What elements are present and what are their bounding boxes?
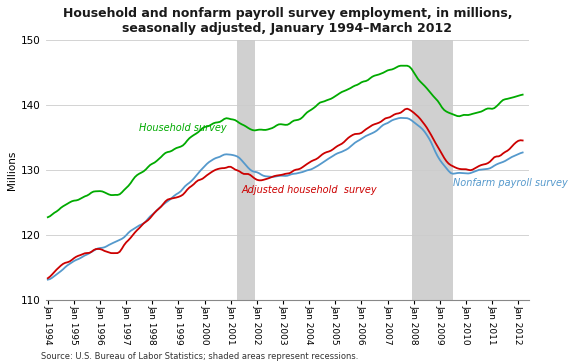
- Title: Household and nonfarm payroll survey employment, in millions,
seasonally adjuste: Household and nonfarm payroll survey emp…: [63, 7, 512, 35]
- Y-axis label: Millions: Millions: [7, 150, 17, 190]
- Text: Adjusted household  survey: Adjusted household survey: [241, 185, 377, 195]
- Bar: [237, 40, 255, 300]
- Bar: [412, 40, 453, 300]
- Text: Source: U.S. Bureau of Labor Statistics; shaded areas represent recessions.: Source: U.S. Bureau of Labor Statistics;…: [41, 352, 358, 361]
- Text: Household survey: Household survey: [139, 123, 227, 133]
- Text: Nonfarm payroll survey: Nonfarm payroll survey: [453, 178, 568, 188]
